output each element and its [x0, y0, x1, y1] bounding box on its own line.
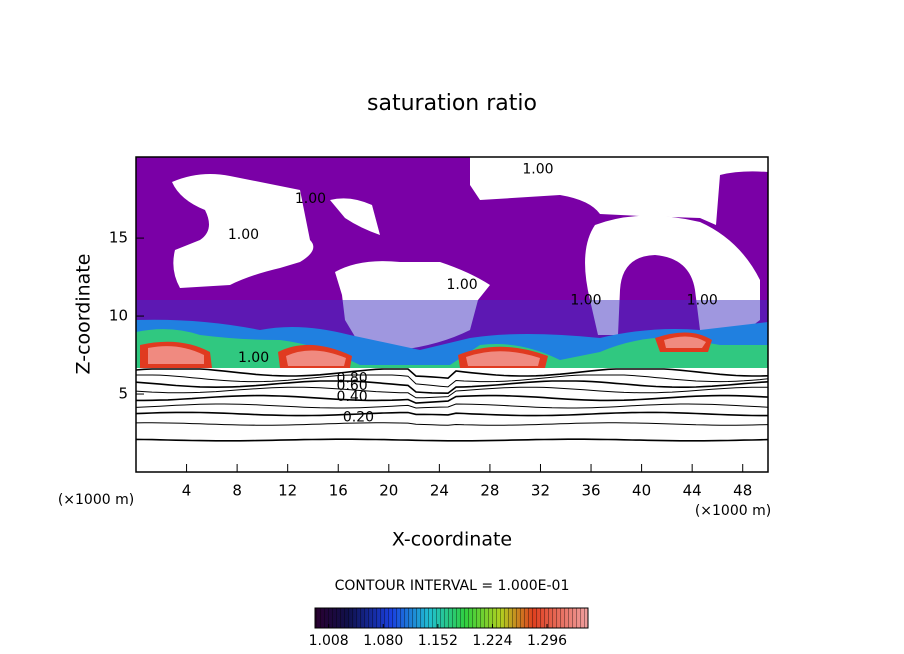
region — [140, 332, 712, 368]
region — [136, 368, 768, 472]
colorbar-tick-label: 1.224 — [472, 633, 512, 649]
contour-label: 1.00 — [522, 161, 553, 177]
x-tick-label: 44 — [683, 482, 702, 500]
y-axis-label: Z-coordinate — [73, 254, 95, 375]
contour-line — [135, 422, 769, 426]
x-tick-label: 8 — [232, 482, 242, 500]
contour-label: 0.80 — [337, 370, 368, 386]
contour-line — [136, 374, 769, 388]
contour-label: 1.00 — [238, 350, 269, 366]
colorbar-frame — [314, 607, 589, 629]
chart-title: saturation ratio — [367, 91, 537, 116]
contour-line — [135, 403, 769, 409]
contour-interval: CONTOUR INTERVAL = 1.000E-01 — [335, 578, 570, 594]
y-tick-label: 15 — [109, 229, 128, 247]
contour-line — [135, 368, 769, 380]
contour-fill — [136, 157, 768, 472]
contour-label: 0.20 — [343, 409, 374, 425]
x-tick-label: 12 — [278, 482, 297, 500]
colorbar-tick-label: 1.008 — [309, 633, 349, 649]
x-tick-label: 48 — [733, 482, 752, 500]
x-tick-label: 28 — [480, 482, 499, 500]
region — [148, 336, 706, 366]
x-tick-label: 24 — [430, 482, 449, 500]
region — [470, 157, 768, 225]
colorbar-tick-label: 1.152 — [418, 633, 458, 649]
region — [330, 198, 380, 235]
x-axis-label: X-coordinate — [392, 529, 512, 551]
contour-line — [136, 394, 769, 404]
x-tick-label: 4 — [182, 482, 192, 500]
plot-frame — [135, 156, 769, 473]
x-unit: (×1000 m) — [58, 492, 134, 508]
x-tick-label: 32 — [531, 482, 550, 500]
x-tick-label: 40 — [632, 482, 651, 500]
region — [172, 174, 314, 288]
contour-label: 1.00 — [228, 227, 259, 243]
contour-label: 1.00 — [447, 277, 478, 293]
contour-line — [135, 380, 769, 395]
contour-line — [135, 438, 769, 442]
x-tick-label: 16 — [329, 482, 348, 500]
y-tick-label: 10 — [109, 307, 128, 325]
contour-label: 1.00 — [570, 292, 601, 308]
colorbar-tick-label: 1.080 — [363, 633, 403, 649]
contour-label: 1.00 — [295, 191, 326, 207]
contour-lines — [135, 368, 769, 442]
contour-line — [135, 411, 768, 417]
x-tick-label: 36 — [581, 482, 600, 500]
colorbar-tick-label: 1.296 — [527, 633, 567, 649]
contour-label: 0.60 — [337, 378, 368, 394]
x-tick-label: 20 — [379, 482, 398, 500]
contour-line — [135, 386, 769, 399]
contour-label: 0.40 — [337, 389, 368, 405]
y-unit: (×1000 m) — [695, 503, 771, 519]
y-tick-label: 5 — [118, 385, 128, 403]
contour-label: 1.00 — [687, 292, 718, 308]
